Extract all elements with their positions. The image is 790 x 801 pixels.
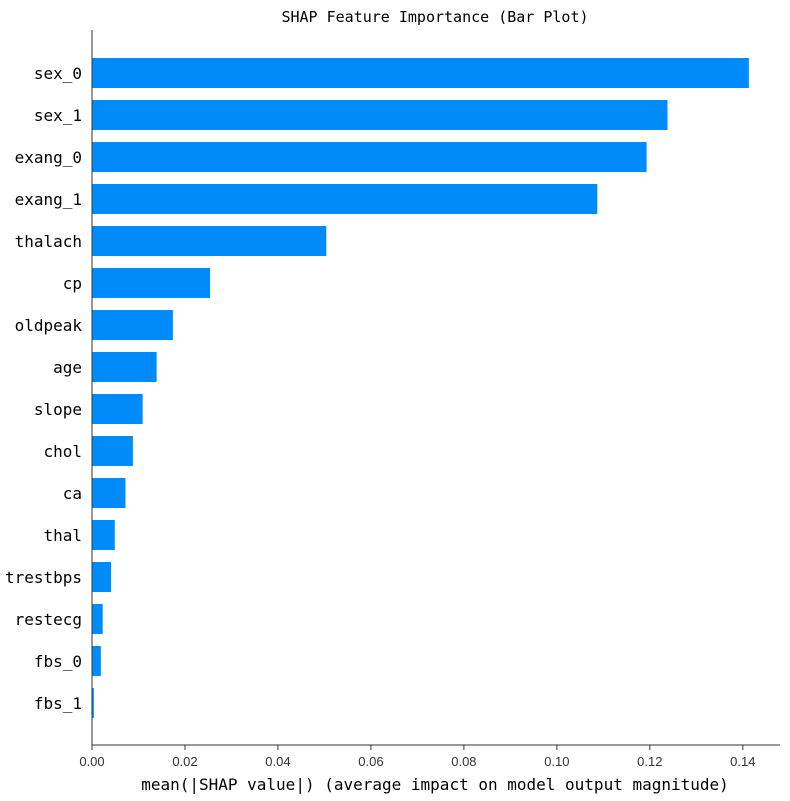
x-tick-label: 0.02	[172, 754, 197, 769]
category-label-cp: cp	[63, 274, 82, 293]
bar-ca	[92, 478, 126, 508]
chart-title: SHAP Feature Importance (Bar Plot)	[281, 8, 588, 26]
bar-thal	[92, 520, 115, 550]
bar-oldpeak	[92, 310, 173, 340]
x-axis-label: mean(|SHAP value|) (average impact on mo…	[141, 775, 729, 794]
bar-cp	[92, 268, 211, 298]
category-label-chol: chol	[43, 442, 82, 461]
x-tick-label: 0.10	[544, 754, 569, 769]
category-label-sex_1: sex_1	[34, 106, 82, 125]
bar-slope	[92, 394, 143, 424]
x-tick-label: 0.00	[79, 754, 104, 769]
category-label-thalach: thalach	[15, 232, 82, 251]
category-label-sex_0: sex_0	[34, 64, 82, 83]
x-tick-label: 0.12	[637, 754, 662, 769]
bars-group	[92, 58, 749, 718]
category-label-slope: slope	[34, 400, 82, 419]
bar-exang_0	[92, 142, 647, 172]
x-tick-label: 0.14	[730, 754, 755, 769]
x-tick-label: 0.04	[265, 754, 290, 769]
category-label-thal: thal	[43, 526, 82, 545]
bar-trestbps	[92, 562, 112, 592]
x-tick-label: 0.06	[358, 754, 383, 769]
bar-fbs_1	[92, 688, 94, 718]
category-label-exang_1: exang_1	[15, 190, 82, 209]
bar-restecg	[92, 604, 103, 634]
category-label-restecg: restecg	[15, 610, 82, 629]
category-label-ca: ca	[63, 484, 82, 503]
category-label-exang_0: exang_0	[15, 148, 82, 167]
bar-sex_1	[92, 100, 668, 130]
x-ticks: 0.00 0.02 0.04 0.06 0.08 0.10 0.12 0.14	[79, 745, 755, 769]
bar-exang_1	[92, 184, 598, 214]
bar-fbs_0	[92, 646, 101, 676]
bar-age	[92, 352, 157, 382]
bar-thalach	[92, 226, 327, 256]
category-label-trestbps: trestbps	[5, 568, 82, 587]
x-tick-label: 0.08	[451, 754, 476, 769]
category-label-fbs_0: fbs_0	[34, 652, 82, 671]
category-label-age: age	[53, 358, 82, 377]
bar-sex_0	[92, 58, 749, 88]
category-label-oldpeak: oldpeak	[15, 316, 83, 335]
bar-chol	[92, 436, 133, 466]
category-label-fbs_1: fbs_1	[34, 694, 82, 713]
